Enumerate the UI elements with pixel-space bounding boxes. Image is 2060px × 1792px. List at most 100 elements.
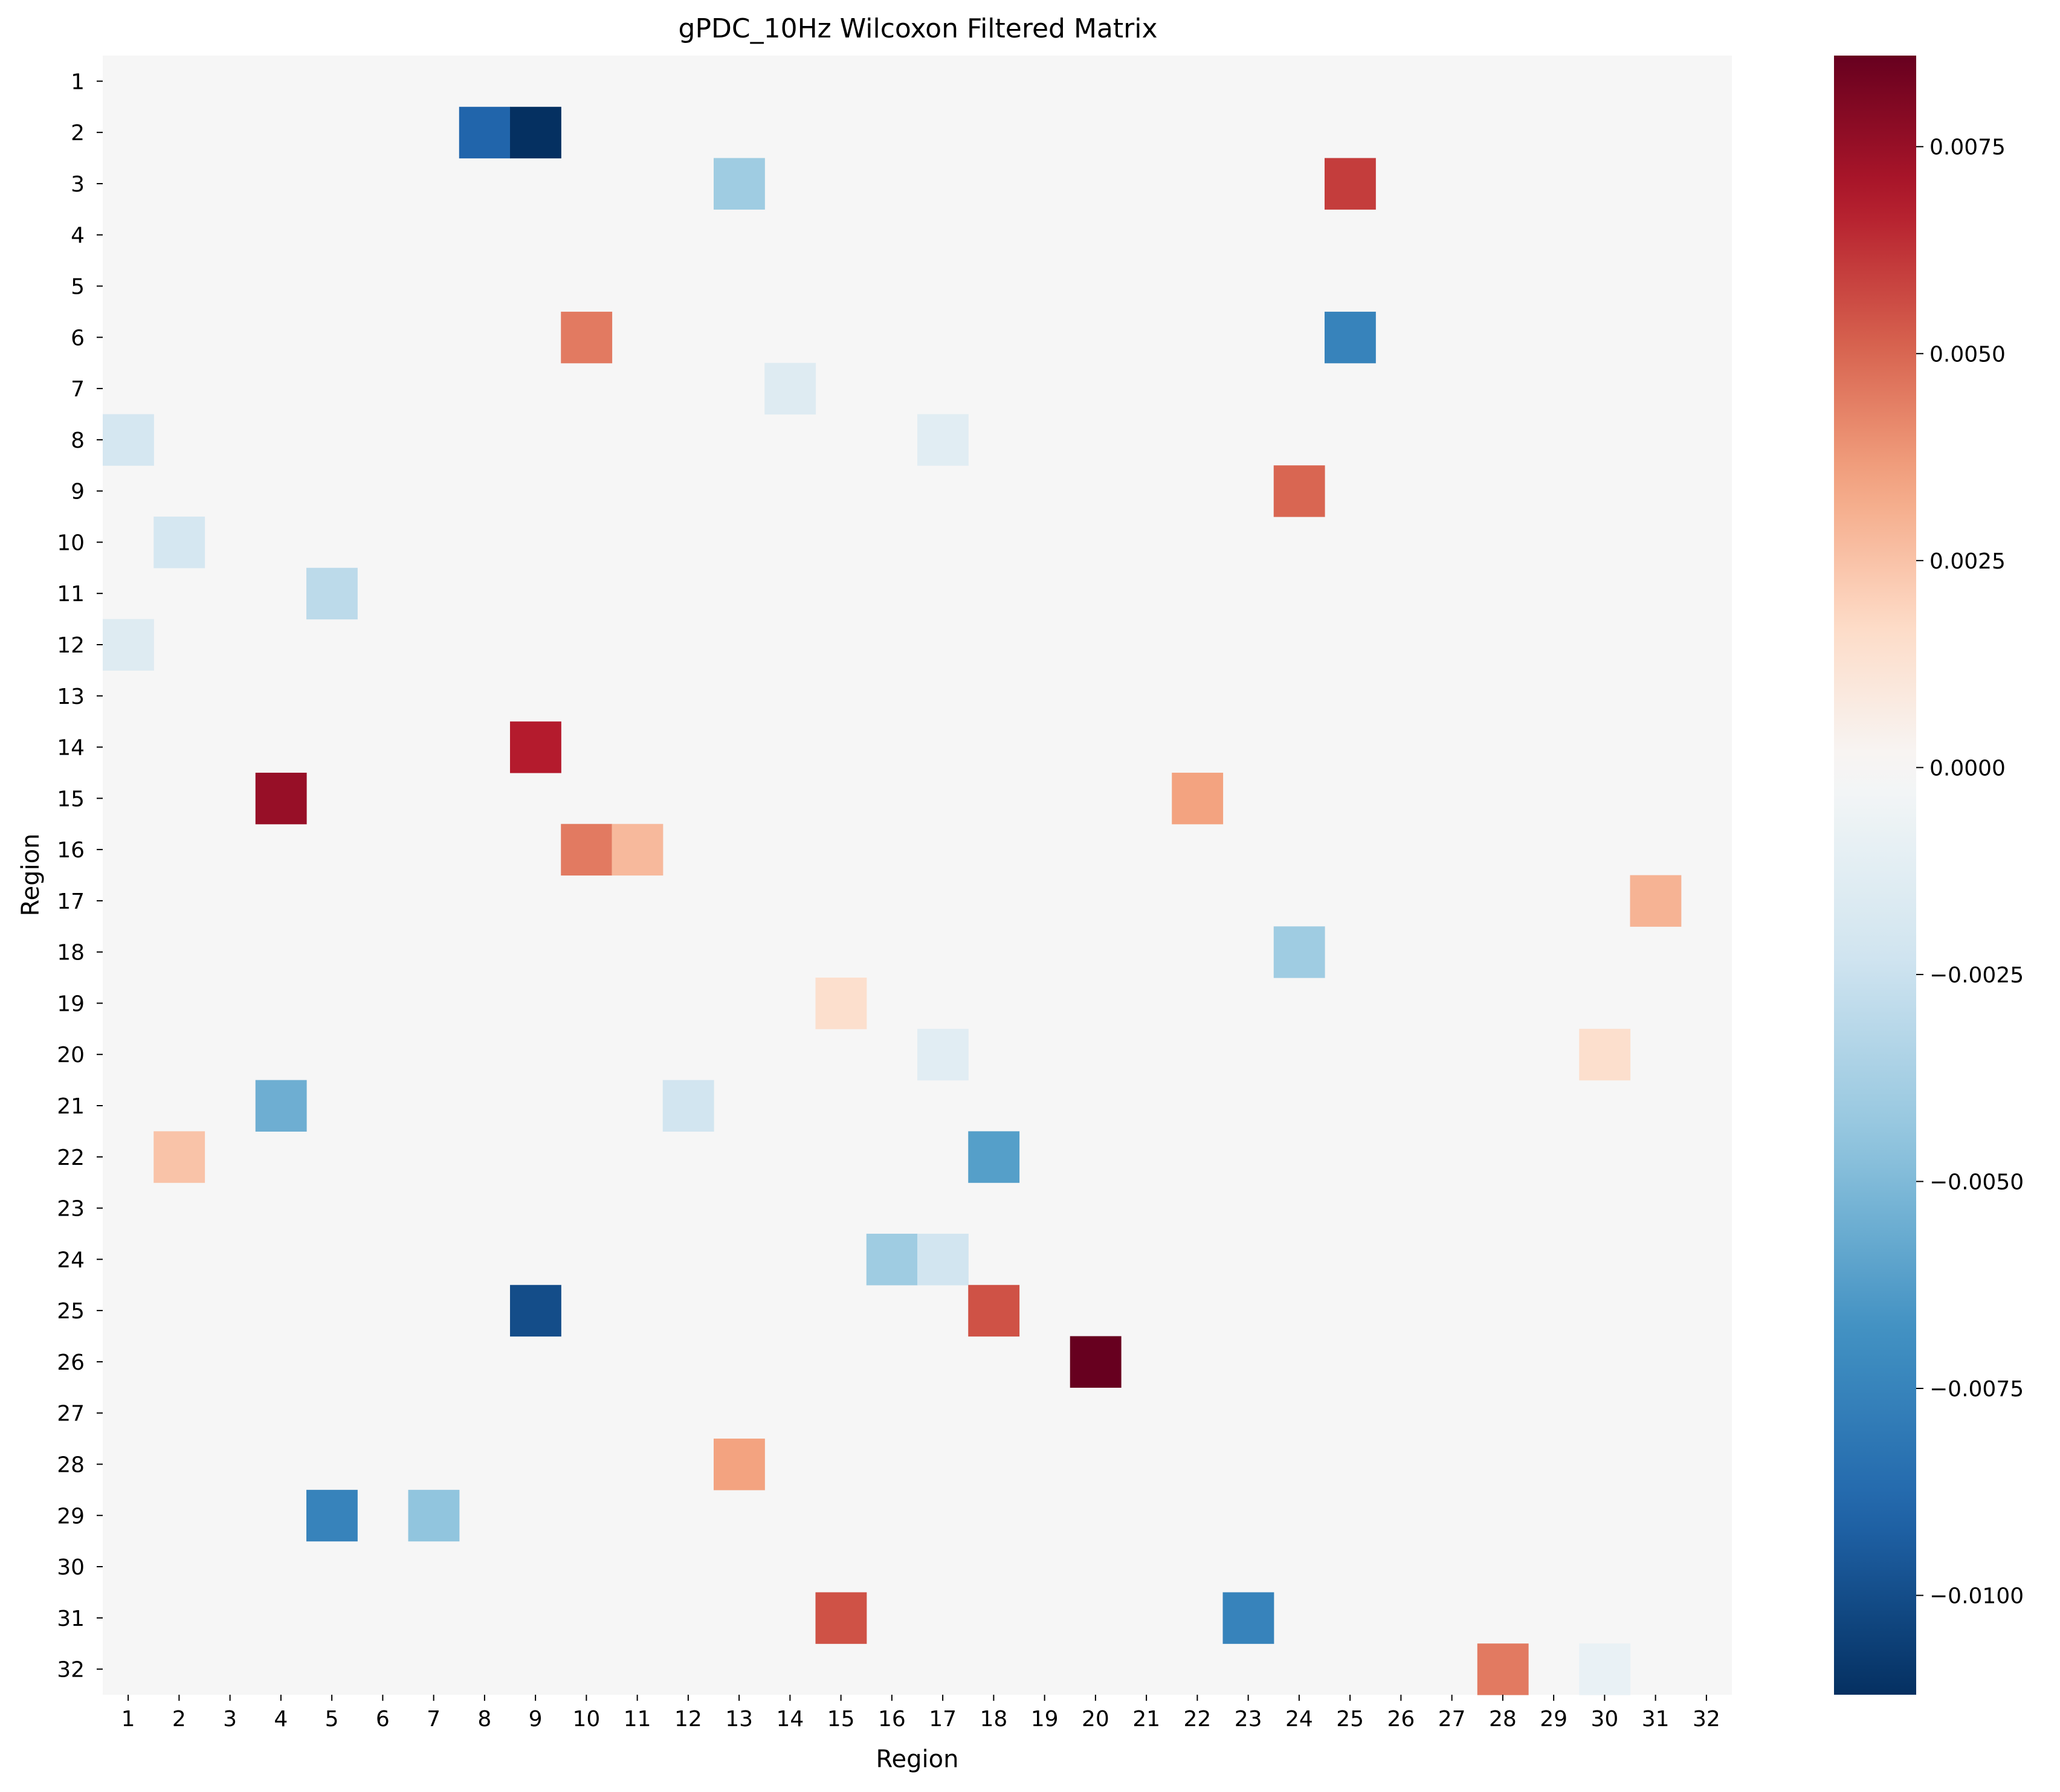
heatmap-cell [1477,1643,1529,1695]
heatmap-cell [1579,1028,1631,1081]
heatmap-cell [968,1284,1020,1337]
x-tick-label: 9 [529,1707,543,1732]
x-tick-label: 32 [1693,1707,1720,1732]
y-axis-label: Region [17,834,45,917]
heatmap-cell [255,772,307,825]
y-tick-label: 7 [71,377,85,402]
x-tick-label: 30 [1590,1707,1618,1732]
y-tick-label: 13 [57,685,85,709]
colorbar-tick-label: 0.0075 [1929,135,2006,160]
x-tick-label: 4 [274,1707,288,1732]
y-tick-label: 27 [57,1402,85,1426]
y-tick-label: 15 [57,787,85,811]
heatmap-cell [153,1131,205,1183]
heatmap-cell [917,1233,969,1286]
x-tick-label: 25 [1336,1707,1364,1732]
heatmap-cell [1172,772,1224,825]
heatmap-cell [153,517,205,569]
heatmap-cell [968,1131,1020,1183]
y-tick-label: 23 [57,1197,85,1222]
x-tick-label: 15 [827,1707,855,1732]
heatmap-cell [510,721,561,773]
heatmap-cell [561,311,613,364]
x-tick-label: 23 [1235,1707,1262,1732]
x-tick-label: 18 [980,1707,1007,1732]
x-axis-label: Region [876,1745,959,1773]
colorbar-tick-label: −0.0025 [1929,963,2024,988]
y-tick-label: 8 [71,428,85,453]
y-tick-label: 9 [71,480,85,504]
y-tick-label: 11 [57,582,85,607]
heatmap-cell [408,1489,460,1542]
x-tick-label: 13 [725,1707,753,1732]
y-tick-label: 10 [57,530,85,555]
colorbar-tick-label: −0.0100 [1929,1584,2024,1609]
heatmap-cell [510,106,561,159]
y-tick-label: 31 [57,1607,85,1631]
colorbar-tick-label: 0.0025 [1929,549,2006,574]
y-tick-label: 12 [57,633,85,658]
y-tick-label: 2 [71,121,85,146]
x-tick-label: 20 [1082,1707,1109,1732]
heatmap-cell [815,1592,867,1644]
y-tick-label: 32 [57,1658,85,1683]
y-tick-label: 3 [71,172,85,197]
heatmap-cell [764,363,816,415]
colorbar-ticks: 0.0075 0.0050 0.0025 0.0000 −0.0025 −0.0050 −0… [1916,135,2024,1609]
heatmap-cell [1325,158,1376,210]
heatmap-cell [1630,875,1682,927]
y-tick-label: 20 [57,1043,85,1068]
y-tick-label: 1 [71,69,85,94]
heatmap-cell [306,567,358,620]
x-tick-label: 26 [1387,1707,1415,1732]
y-tick-label: 30 [57,1555,85,1580]
y-tick-label: 22 [57,1146,85,1170]
x-tick-label: 28 [1489,1707,1517,1732]
heatmap-cell [1070,1336,1122,1388]
y-tick-label: 28 [57,1452,85,1477]
heatmap-cell [306,1489,358,1542]
colorbar-tick-label: 0.0000 [1929,756,2006,781]
x-tick-label: 24 [1285,1707,1313,1732]
heatmap-cell [1579,1643,1631,1695]
heatmap-cell [866,1233,918,1286]
x-tick-label: 6 [376,1707,390,1732]
y-axis-ticks: 1234567891011121314151617181920212223242… [57,69,103,1683]
heatmap-cell [1273,465,1325,517]
heatmap-cell [255,1080,307,1132]
x-tick-label: 16 [878,1707,906,1732]
heatmap-cell [103,619,154,671]
chart-title: gPDC_10Hz Wilcoxon Filtered Matrix [679,13,1158,44]
heatmap-cell [612,823,664,876]
heatmap-background [103,56,1732,1695]
x-tick-label: 21 [1132,1707,1160,1732]
x-tick-label: 11 [624,1707,651,1732]
heatmap-cell [815,978,867,1030]
y-tick-label: 16 [57,838,85,863]
y-tick-label: 18 [57,941,85,965]
x-tick-label: 3 [223,1707,237,1732]
heatmap-cell [1273,926,1325,978]
x-tick-label: 2 [172,1707,186,1732]
heatmap-cell [510,1284,561,1337]
heatmap-cell [917,414,969,466]
y-tick-label: 19 [57,991,85,1016]
x-tick-label: 1 [121,1707,135,1732]
x-tick-label: 22 [1183,1707,1211,1732]
y-tick-label: 5 [71,275,85,300]
x-axis-ticks: 1 2 3 4 5 6 7 8 9 10 11 12 13 14 15 16 17 18 19 20 21 22 23 24 2… [121,1695,1720,1732]
y-tick-label: 26 [57,1350,85,1375]
x-tick-label: 12 [674,1707,702,1732]
x-tick-label: 10 [572,1707,600,1732]
x-tick-label: 27 [1438,1707,1466,1732]
heatmap-cell [714,1439,765,1491]
x-tick-label: 17 [929,1707,957,1732]
heatmap-cells [103,106,1682,1695]
x-tick-label: 8 [477,1707,491,1732]
heatmap-cell [917,1028,969,1081]
y-tick-label: 24 [57,1248,85,1272]
x-tick-label: 29 [1540,1707,1568,1732]
colorbar-tick-label: −0.0050 [1929,1170,2024,1194]
y-tick-label: 25 [57,1299,85,1324]
